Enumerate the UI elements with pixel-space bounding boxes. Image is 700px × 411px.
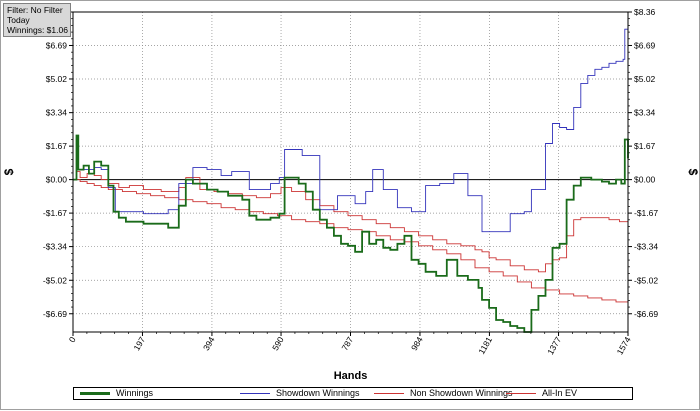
- legend-label: Winnings: [116, 388, 154, 398]
- y-tick-label-left: $3.34: [46, 108, 68, 118]
- y-tick-label-left: -$3.34: [43, 242, 67, 252]
- y-tick-label-left: -$6.69: [43, 309, 67, 319]
- y-tick-label-left: $6.69: [46, 40, 68, 50]
- y-axis-title-right: $: [686, 169, 700, 176]
- period-label: Today: [7, 15, 30, 25]
- y-tick-label-right: -$6.69: [634, 309, 658, 319]
- y-tick-label-left: -$1.67: [43, 208, 67, 218]
- x-tick-label: 787: [339, 335, 355, 353]
- y-tick-label-right: $6.69: [634, 40, 656, 50]
- x-tick-label: 197: [131, 335, 147, 353]
- series-line-showdown-winnings: [73, 12, 629, 233]
- filter-label: Filter: No Filter: [7, 5, 63, 15]
- y-tick-label-left: $1.67: [46, 141, 68, 151]
- y-tick-label-right: $1.67: [634, 141, 656, 151]
- y-tick-label-left: -$5.02: [43, 275, 67, 285]
- y-tick-label-right: $8.36: [634, 7, 656, 17]
- x-tick-label: 1574: [615, 335, 633, 357]
- legend-swatch: [240, 393, 270, 394]
- winnings-total-label: Winnings: $1.06: [7, 25, 68, 35]
- legend-label: Non Showdown Winnings: [410, 388, 513, 398]
- y-axis-title-left: $: [2, 168, 16, 175]
- legend-label: Showdown Winnings: [276, 388, 360, 398]
- x-tick-label: 1181: [476, 335, 494, 356]
- series-line-all-in-ev: [73, 171, 629, 273]
- y-tick-label-right: -$1.67: [634, 208, 658, 218]
- legend-label: All-In EV: [542, 388, 578, 398]
- y-tick-label-left: $0.00: [46, 175, 68, 185]
- y-tick-label-right: $0.00: [634, 175, 656, 185]
- x-tick-label: 0: [67, 335, 78, 344]
- legend-swatch: [374, 393, 404, 394]
- y-tick-label-right: $5.02: [634, 74, 656, 84]
- y-tick-label-right: -$3.34: [634, 242, 658, 252]
- x-axis-title: Hands: [334, 370, 368, 382]
- x-tick-label: 590: [270, 335, 286, 353]
- series-line-winnings: [73, 134, 629, 333]
- legend-swatch: [506, 393, 536, 394]
- x-tick-label: 984: [409, 335, 425, 353]
- y-tick-label-right: $3.34: [634, 108, 656, 118]
- filter-info-box: Filter: No Filter Today Winnings: $1.06: [3, 3, 71, 37]
- y-tick-label-left: $5.02: [46, 74, 68, 84]
- x-tick-label: 1377: [545, 335, 563, 357]
- plot-frame: [72, 11, 629, 333]
- chart-legend: Winnings Showdown Winnings Non Showdown …: [73, 387, 633, 400]
- x-tick-label: 394: [201, 335, 217, 353]
- y-tick-label-right: -$5.02: [634, 275, 658, 285]
- legend-swatch: [80, 392, 110, 395]
